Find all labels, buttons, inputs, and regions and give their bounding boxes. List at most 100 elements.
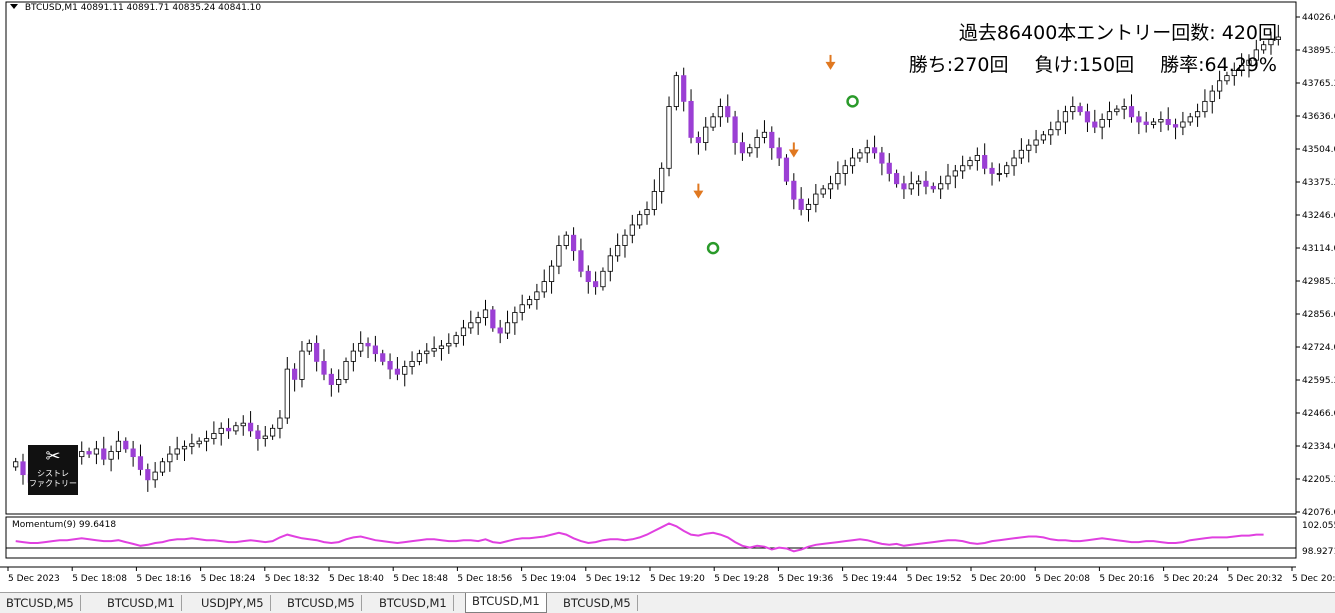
wins-text: 勝ち:270回 (908, 54, 1009, 76)
chart-tab[interactable]: USDJPY,M5 (195, 595, 271, 611)
time-tick-label: 5 Dec 19:36 (778, 574, 833, 584)
bull-candle (233, 425, 239, 432)
time-tick-label: 5 Dec 18:40 (329, 574, 384, 584)
bull-candle (218, 427, 224, 434)
bear-candle (688, 100, 694, 138)
bear-candle (1143, 121, 1149, 125)
time-tick-label: 5 Dec 18:32 (265, 574, 320, 584)
bull-candle (453, 335, 459, 344)
bull-candle (1216, 80, 1223, 92)
time-tick-label: 5 Dec 19:28 (714, 574, 769, 584)
bull-candle (637, 214, 643, 226)
bear-candle (570, 234, 577, 252)
bear-candle (380, 353, 386, 362)
bear-candle (989, 167, 995, 174)
bull-candle (402, 366, 408, 375)
chart-tab[interactable]: BTCUSD,M5 (0, 595, 81, 611)
bull-candle (1026, 144, 1032, 151)
time-tick-label: 5 Dec 19:52 (907, 574, 962, 584)
bear-candle (893, 173, 900, 185)
bull-candle (1011, 157, 1017, 167)
bull-candle (1202, 100, 1208, 113)
bull-candle (710, 116, 716, 128)
bull-candle (79, 451, 85, 458)
bull-candle (431, 348, 437, 352)
bull-candle (526, 299, 533, 306)
symbol-ohlc-text: BTCUSD,M1 40891.11 40891.71 40835.24 408… (24, 3, 262, 13)
time-tick-label: 5 Dec 18:56 (457, 574, 512, 584)
bull-candle (1261, 44, 1267, 51)
bear-candle (137, 456, 144, 470)
winrate-text: 勝率:64.29% (1160, 54, 1277, 76)
chart-canvas[interactable]: 44026.6 43895.1 43765.3 43636.6 43504.0 43375… (0, 0, 1335, 592)
bull-candle (1246, 59, 1252, 66)
time-tick-label: 5 Dec 20:40 (1292, 574, 1335, 584)
bull-candle (945, 175, 951, 185)
price-tick-label: 42856.6 (1302, 310, 1335, 320)
bull-candle (938, 183, 944, 190)
bull-candle (813, 193, 819, 205)
bull-candle (203, 438, 210, 442)
bull-candle (967, 160, 973, 167)
bull-candle (629, 224, 635, 236)
chart-tab[interactable]: BTCUSD,M5 (281, 595, 362, 611)
bear-candle (255, 430, 261, 440)
bull-candle (519, 304, 525, 313)
bear-candle (292, 368, 298, 380)
bull-candle (196, 440, 202, 445)
bull-candle (343, 360, 349, 380)
bull-candle (1106, 111, 1113, 120)
price-tick-label: 43765.3 (1302, 79, 1335, 89)
bull-candle (277, 417, 283, 429)
bull-candle (262, 435, 268, 440)
bull-candle (152, 471, 158, 481)
chart-tab[interactable]: BTCUSD,M1 (465, 593, 547, 613)
bear-candle (879, 152, 885, 164)
time-tick-label: 5 Dec 20:00 (971, 574, 1026, 584)
bull-candle (754, 137, 760, 149)
exit-circle-icon (706, 241, 720, 255)
bull-candle (416, 353, 423, 362)
bear-candle (372, 345, 378, 355)
price-tick-label: 42205.3 (1302, 475, 1335, 485)
chart-tab[interactable]: BTCUSD,M1 (101, 595, 182, 611)
bear-candle (1128, 106, 1135, 118)
bear-candle (1165, 118, 1171, 125)
price-tick-label: 43375.3 (1302, 178, 1335, 188)
bull-candle (299, 350, 305, 380)
dropdown-triangle-icon[interactable] (10, 4, 18, 9)
chart-tab[interactable]: BTCUSD,M1 (373, 595, 454, 611)
main-plot-frame (5, 1, 1297, 515)
bull-candle (556, 245, 562, 267)
bull-candle (615, 245, 621, 257)
losses-text: 負け:150回 (1034, 54, 1135, 76)
bull-candle (468, 322, 474, 329)
bear-candle (1077, 106, 1083, 113)
time-tick-label: 5 Dec 18:16 (136, 574, 191, 584)
bull-candle (534, 291, 540, 301)
chart-tab[interactable]: BTCUSD,M5 (557, 595, 638, 611)
bull-candle (820, 188, 826, 195)
sell-arrow-icon (788, 149, 799, 158)
bull-candle (651, 191, 657, 210)
bull-candle (548, 265, 555, 282)
bear-candle (328, 373, 334, 385)
bear-candle (732, 116, 738, 143)
win-loss-stats: 勝ち:270回 負け:150回 勝率:64.29% (909, 50, 1277, 77)
bull-candle (1239, 64, 1245, 71)
logo-line2: ファクトリー (29, 479, 77, 488)
bull-candle (211, 433, 217, 440)
bull-candle (13, 461, 19, 468)
bull-candle (996, 173, 1002, 175)
bull-candle (916, 180, 922, 185)
bull-candle (1194, 111, 1201, 118)
bull-candle (1209, 90, 1215, 102)
sell-arrow-icon (825, 61, 836, 70)
bull-candle (842, 165, 848, 174)
bull-candle (350, 350, 356, 362)
momentum-scale-label: 102.055 (1302, 521, 1335, 531)
bull-candle (270, 427, 276, 437)
bull-candle (306, 342, 312, 352)
bull-candle (181, 445, 188, 450)
